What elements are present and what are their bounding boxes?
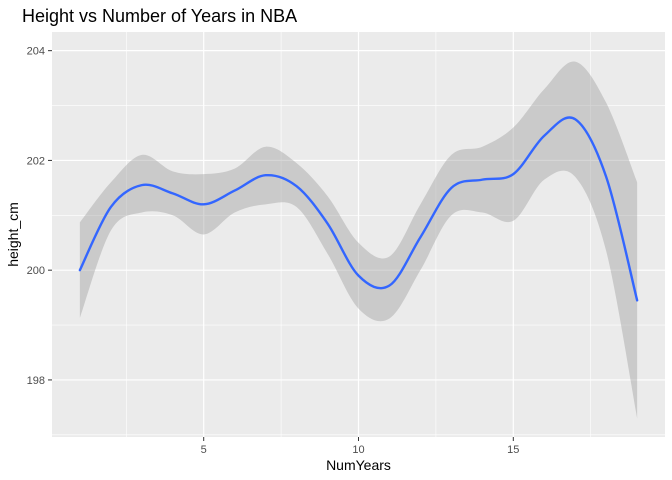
x-tick-label: 10 bbox=[352, 444, 364, 456]
grid-major bbox=[52, 32, 665, 437]
y-tick-label: 202 bbox=[27, 155, 45, 167]
y-axis-ticks: 198 200 202 204 bbox=[27, 46, 52, 387]
x-tick-label: 5 bbox=[201, 444, 207, 456]
x-tick-label: 15 bbox=[507, 444, 519, 456]
x-axis-title: NumYears bbox=[326, 457, 391, 473]
y-axis-title: height_cm bbox=[5, 202, 21, 267]
smoothed-trend-line bbox=[78, 116, 639, 302]
y-tick-label: 200 bbox=[27, 265, 45, 277]
chart-title: Height vs Number of Years in NBA bbox=[22, 6, 297, 26]
y-tick-label: 198 bbox=[27, 375, 45, 387]
confidence-band bbox=[79, 61, 638, 419]
x-axis-ticks: 5 10 15 bbox=[201, 437, 519, 456]
y-tick-label: 204 bbox=[27, 46, 45, 58]
